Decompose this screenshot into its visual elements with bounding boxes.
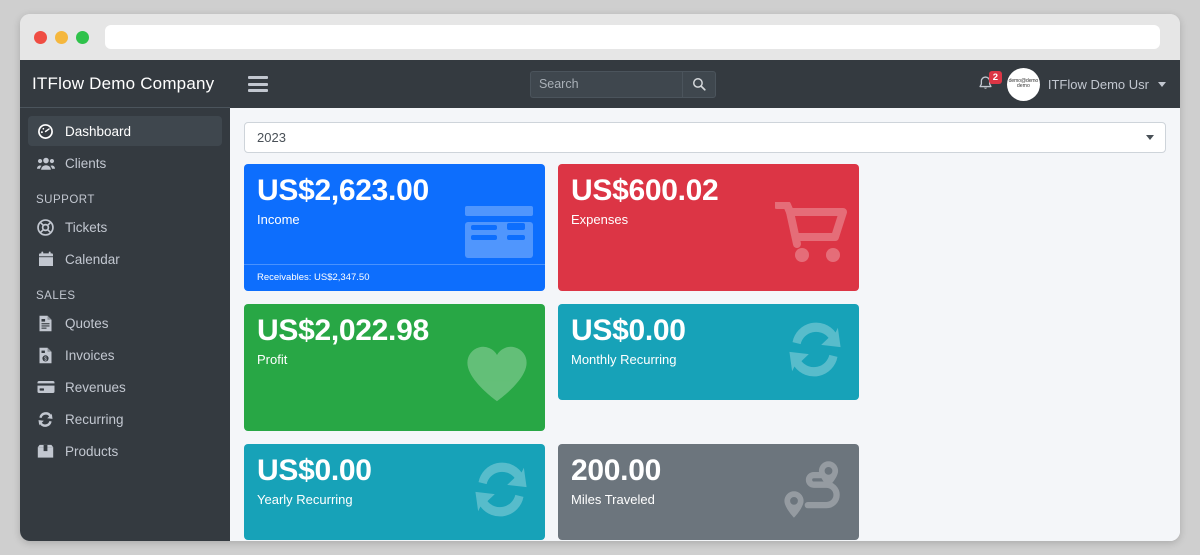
url-bar[interactable] [105, 25, 1160, 49]
sync-icon [469, 459, 533, 526]
sidebar-item-dashboard[interactable]: Dashboard [28, 116, 222, 146]
stat-value: US$2,022.98 [257, 314, 429, 347]
sidebar-item-quotes[interactable]: Quotes [28, 308, 222, 338]
sidebar-section-support: SUPPORT [36, 194, 95, 206]
top-navbar: 2 demo@demo demo ITFlow Demo Usr [230, 60, 1180, 108]
shopping-cart-icon [773, 201, 847, 269]
money-check-inner-icon [471, 221, 529, 250]
avatar-line-1: demo@demo [1008, 77, 1039, 84]
sidebar-item-recurring[interactable]: Recurring [28, 404, 222, 434]
stat-label: Income [257, 212, 300, 228]
stat-card-miles-traveled[interactable]: 200.00 Miles Traveled [558, 444, 859, 540]
sidebar-item-label: Quotes [65, 315, 109, 331]
sidebar-item-revenues[interactable]: Revenues [28, 372, 222, 402]
stat-footer: Receivables: US$2,347.50 [244, 264, 545, 291]
browser-titlebar [20, 14, 1180, 60]
search-form [529, 70, 716, 98]
main-area: 2 demo@demo demo ITFlow Demo Usr [230, 60, 1180, 541]
search-icon [692, 78, 706, 91]
bell-icon [979, 76, 992, 89]
stat-card-profit[interactable]: US$2,022.98 Profit [244, 304, 545, 431]
stat-label: Profit [257, 352, 288, 368]
route-icon [777, 460, 847, 525]
stat-card-expenses[interactable]: US$600.02 Expenses [558, 164, 859, 291]
avatar-line-2: demo [1016, 83, 1030, 89]
stat-value: US$0.00 [257, 454, 372, 487]
credit-card-icon [36, 378, 55, 397]
year-select[interactable]: 2023 [244, 122, 1166, 153]
minimize-window-icon[interactable] [55, 30, 68, 44]
user-menu[interactable]: demo@demo demo ITFlow Demo Usr [1006, 67, 1166, 101]
file-invoice-dollar-icon: $ [36, 346, 55, 365]
username-label: ITFlow Demo Usr [1047, 76, 1149, 92]
sidebar-item-label: Tickets [65, 219, 108, 235]
stat-card-monthly-recurring[interactable]: US$0.00 Monthly Recurring [558, 304, 859, 400]
stat-cards: US$2,623.00 Income [244, 164, 1166, 541]
chevron-down-icon [1158, 81, 1166, 87]
sidebar-item-products[interactable]: Products [28, 436, 222, 466]
sidebar: ITFlow Demo Company Dashboard Clients [20, 60, 230, 541]
stat-card-income[interactable]: US$2,623.00 Income [244, 164, 545, 291]
stat-value: 200.00 [571, 454, 661, 487]
navbar-right: 2 demo@demo demo ITFlow Demo Usr [978, 67, 1166, 101]
sidebar-section-sales: SALES [36, 290, 76, 302]
svg-text:$: $ [44, 356, 47, 362]
heart-icon [461, 342, 533, 409]
life-ring-icon [36, 218, 55, 237]
stat-label: Monthly Recurring [571, 352, 677, 368]
sidebar-item-label: Calendar [65, 251, 120, 267]
year-select-value: 2023 [257, 130, 286, 145]
sidebar-item-label: Invoices [65, 347, 115, 363]
sidebar-item-tickets[interactable]: Tickets [28, 212, 222, 242]
sidebar-item-label: Products [65, 443, 119, 459]
users-icon [36, 154, 55, 173]
sidebar-item-label: Dashboard [65, 123, 132, 139]
app-viewport: ITFlow Demo Company Dashboard Clients [20, 60, 1180, 541]
sidebar-item-calendar[interactable]: Calendar [28, 244, 222, 274]
tachometer-icon [36, 122, 55, 141]
sync-icon [783, 319, 847, 386]
stat-value: US$0.00 [571, 314, 686, 347]
sync-icon [36, 410, 55, 429]
chevron-down-icon [1146, 135, 1154, 140]
box-icon [36, 442, 55, 461]
window-controls [34, 30, 89, 44]
avatar: demo@demo demo [1006, 67, 1040, 101]
money-check-icon [465, 206, 533, 263]
stat-value: US$600.02 [571, 174, 719, 207]
notification-badge: 2 [988, 71, 1002, 84]
stat-card-yearly-recurring[interactable]: US$0.00 Yearly Recurring [244, 444, 545, 540]
stat-value: US$2,623.00 [257, 174, 429, 207]
search-button[interactable] [681, 70, 716, 98]
stat-label: Yearly Recurring [257, 492, 353, 508]
brand-title[interactable]: ITFlow Demo Company [20, 60, 230, 108]
file-invoice-icon [36, 314, 55, 333]
stat-label: Miles Traveled [571, 492, 655, 508]
sidebar-nav: Dashboard Clients SUPPORT Tickets [20, 108, 230, 466]
calendar-icon [36, 250, 55, 269]
sidebar-item-label: Revenues [65, 379, 126, 395]
stat-label: Expenses [571, 212, 629, 228]
maximize-window-icon[interactable] [76, 30, 89, 44]
sidebar-item-label: Recurring [65, 411, 124, 427]
sidebar-item-clients[interactable]: Clients [28, 148, 222, 178]
sidebar-item-label: Clients [65, 155, 107, 171]
dashboard-content: 2023 US$2,623.00 Income [230, 108, 1180, 541]
notifications-button[interactable]: 2 [978, 71, 1002, 92]
search-input[interactable] [529, 70, 682, 98]
hamburger-icon[interactable] [248, 76, 268, 92]
sidebar-item-invoices[interactable]: $ Invoices [28, 340, 222, 370]
close-window-icon[interactable] [34, 30, 47, 44]
browser-window: ITFlow Demo Company Dashboard Clients [20, 14, 1180, 541]
